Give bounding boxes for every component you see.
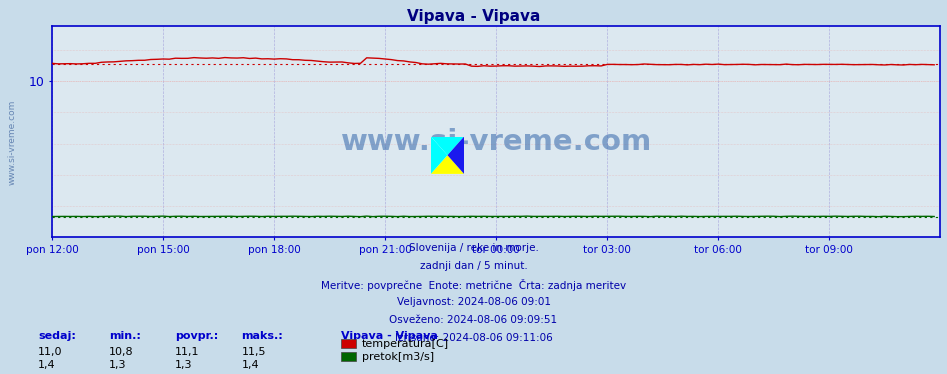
Text: Meritve: povprečne  Enote: metrične  Črta: zadnja meritev: Meritve: povprečne Enote: metrične Črta:… [321, 279, 626, 291]
Text: Osveženo: 2024-08-06 09:09:51: Osveženo: 2024-08-06 09:09:51 [389, 315, 558, 325]
Text: 11,1: 11,1 [175, 347, 200, 357]
Text: temperatura[C]: temperatura[C] [362, 339, 449, 349]
Text: Izrisano: 2024-08-06 09:11:06: Izrisano: 2024-08-06 09:11:06 [395, 333, 552, 343]
Text: www.si-vreme.com: www.si-vreme.com [341, 128, 652, 156]
Text: Vipava - Vipava: Vipava - Vipava [407, 9, 540, 24]
Text: 1,3: 1,3 [175, 360, 192, 370]
Text: www.si-vreme.com: www.si-vreme.com [8, 99, 17, 185]
Text: 11,0: 11,0 [38, 347, 63, 357]
Polygon shape [431, 137, 464, 155]
Text: 1,4: 1,4 [38, 360, 56, 370]
Polygon shape [431, 137, 448, 174]
Text: Veljavnost: 2024-08-06 09:01: Veljavnost: 2024-08-06 09:01 [397, 297, 550, 307]
Text: pretok[m3/s]: pretok[m3/s] [362, 352, 434, 362]
Text: sedaj:: sedaj: [38, 331, 76, 341]
Text: maks.:: maks.: [241, 331, 283, 341]
Polygon shape [448, 137, 464, 174]
Text: povpr.:: povpr.: [175, 331, 219, 341]
Text: min.:: min.: [109, 331, 141, 341]
Text: 11,5: 11,5 [241, 347, 266, 357]
Text: Vipava - Vipava: Vipava - Vipava [341, 331, 438, 341]
Text: Slovenija / reke in morje.: Slovenija / reke in morje. [408, 243, 539, 253]
Text: zadnji dan / 5 minut.: zadnji dan / 5 minut. [420, 261, 527, 271]
Polygon shape [431, 155, 464, 174]
Text: 1,4: 1,4 [241, 360, 259, 370]
Text: 10,8: 10,8 [109, 347, 134, 357]
Text: 1,3: 1,3 [109, 360, 126, 370]
Polygon shape [431, 137, 464, 174]
